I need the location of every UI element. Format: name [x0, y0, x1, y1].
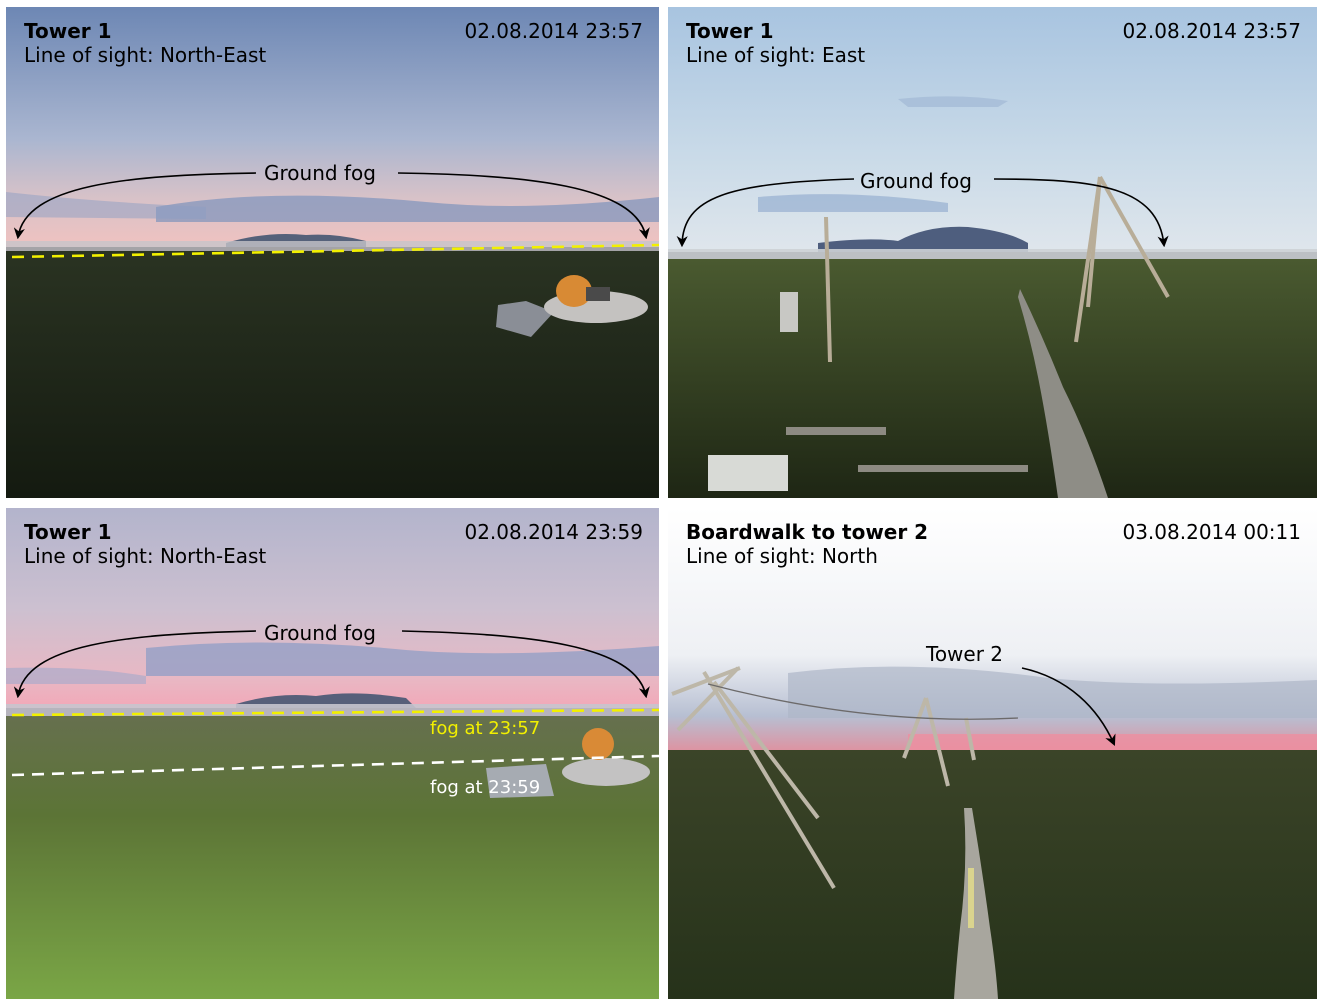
panel-title: Boardwalk to tower 2 — [686, 520, 929, 544]
tundra-photo-4 — [668, 508, 1317, 999]
panel-title: Tower 1 — [686, 19, 774, 43]
tundra-photo-1 — [6, 7, 659, 498]
ground-fog-label: Ground fog — [860, 169, 972, 193]
tower-2-label: Tower 2 — [926, 642, 1004, 666]
fog-2359-label: fog at 23:59 — [430, 777, 541, 798]
line-of-sight: Line of sight: East — [686, 43, 866, 67]
line-of-sight: Line of sight: North-East — [24, 544, 267, 568]
timestamp: 03.08.2014 00:11 — [1122, 520, 1301, 544]
timestamp: 02.08.2014 23:59 — [464, 520, 643, 544]
photo-panel-3: Tower 1 Line of sight: North-East 02.08.… — [6, 508, 659, 999]
tundra-photo-3 — [6, 508, 659, 999]
photo-panel-4: Boardwalk to tower 2 Line of sight: Nort… — [668, 508, 1317, 999]
fog-2357-label: fog at 23:57 — [430, 718, 541, 739]
panel-title: Tower 1 — [24, 520, 112, 544]
tundra-photo-2 — [668, 7, 1317, 498]
timestamp: 02.08.2014 23:57 — [464, 19, 643, 43]
ground-fog-label: Ground fog — [264, 621, 376, 645]
panel-title: Tower 1 — [24, 19, 112, 43]
timestamp: 02.08.2014 23:57 — [1122, 19, 1301, 43]
ground-fog-label: Ground fog — [264, 161, 376, 185]
line-of-sight: Line of sight: North-East — [24, 43, 267, 67]
photo-panel-1: Tower 1 Line of sight: North-East 02.08.… — [6, 7, 659, 498]
photo-panel-2: Tower 1 Line of sight: East 02.08.2014 2… — [668, 7, 1317, 498]
line-of-sight: Line of sight: North — [686, 544, 878, 568]
